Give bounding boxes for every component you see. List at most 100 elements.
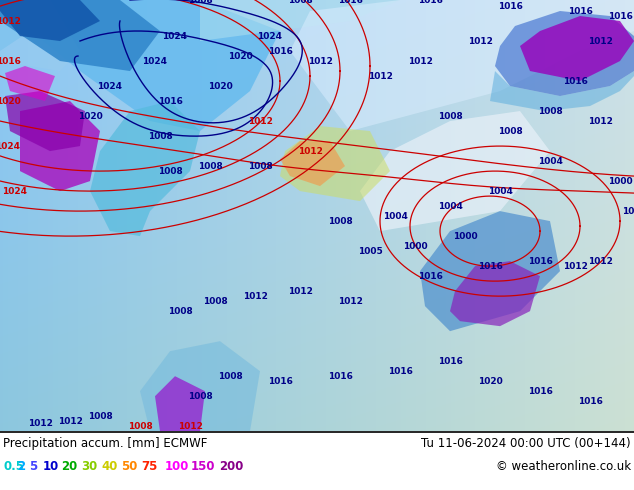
Text: 1008: 1008 [198, 162, 223, 171]
Text: 1012: 1012 [408, 56, 432, 66]
Polygon shape [5, 91, 85, 151]
Polygon shape [20, 101, 100, 191]
Text: 1012: 1012 [247, 117, 273, 125]
Text: 50: 50 [121, 460, 138, 472]
Text: 1024: 1024 [143, 56, 167, 66]
Text: 1016: 1016 [477, 262, 502, 270]
Text: 1012: 1012 [368, 72, 392, 80]
Text: 1008: 1008 [87, 412, 112, 421]
Text: 1012: 1012 [588, 117, 612, 125]
Text: 1012: 1012 [178, 422, 202, 431]
Text: 1024: 1024 [3, 187, 27, 196]
Text: 1012: 1012 [27, 418, 53, 428]
Polygon shape [420, 211, 560, 331]
Text: 1016: 1016 [527, 257, 552, 266]
Polygon shape [0, 0, 100, 41]
Text: 1016: 1016 [578, 397, 602, 406]
Polygon shape [200, 0, 400, 41]
Polygon shape [290, 0, 634, 131]
Text: 1008: 1008 [158, 167, 183, 175]
Text: 1008: 1008 [127, 422, 152, 431]
Text: 1000: 1000 [453, 232, 477, 241]
Polygon shape [0, 0, 160, 71]
Text: 1008: 1008 [328, 217, 353, 225]
Text: 1008: 1008 [167, 307, 192, 316]
Polygon shape [5, 66, 55, 101]
Text: 1024: 1024 [98, 81, 122, 91]
Text: 30: 30 [81, 460, 97, 472]
Text: 1004: 1004 [382, 212, 408, 220]
Polygon shape [140, 341, 260, 431]
Text: 1016: 1016 [328, 372, 353, 381]
Text: 1012: 1012 [58, 416, 82, 426]
Text: 1020: 1020 [207, 81, 233, 91]
Text: 1016: 1016 [387, 367, 413, 376]
Polygon shape [280, 126, 390, 201]
Polygon shape [0, 0, 280, 131]
Text: 2: 2 [17, 460, 25, 472]
Text: 1016: 1016 [158, 97, 183, 105]
Text: 1016: 1016 [268, 47, 292, 55]
Text: 1008: 1008 [203, 296, 228, 306]
Text: 1004: 1004 [538, 157, 562, 166]
Text: 1008: 1008 [188, 392, 212, 401]
Text: 1004: 1004 [437, 201, 462, 211]
Text: 1020: 1020 [477, 377, 502, 386]
Text: 1012: 1012 [0, 17, 20, 25]
Text: 1016: 1016 [268, 377, 292, 386]
Text: 1008: 1008 [437, 112, 462, 121]
Text: 1012: 1012 [588, 37, 612, 46]
Text: 1005: 1005 [358, 246, 382, 256]
Text: 1020: 1020 [228, 51, 252, 61]
Text: 1024: 1024 [0, 142, 20, 150]
Text: 200: 200 [219, 460, 243, 472]
Text: 1012: 1012 [307, 56, 332, 66]
Text: 1016: 1016 [0, 56, 20, 66]
Text: 1016: 1016 [527, 387, 552, 396]
Text: 1012: 1012 [297, 147, 323, 155]
Text: 1004: 1004 [488, 187, 512, 196]
Text: 1012: 1012 [562, 262, 588, 270]
Text: 1020: 1020 [77, 112, 102, 121]
Text: 75: 75 [141, 460, 157, 472]
Text: 1012: 1012 [337, 296, 363, 306]
Text: Precipitation accum. [mm] ECMWF: Precipitation accum. [mm] ECMWF [3, 437, 207, 450]
Text: Tu 11-06-2024 00:00 UTC (00+144): Tu 11-06-2024 00:00 UTC (00+144) [422, 437, 631, 450]
Text: 1016: 1016 [567, 6, 592, 16]
Text: 1012: 1012 [467, 37, 493, 46]
Text: 10: 10 [43, 460, 59, 472]
Polygon shape [360, 111, 550, 231]
Text: 1008: 1008 [217, 372, 242, 381]
Text: 1024: 1024 [162, 31, 188, 41]
Text: 40: 40 [101, 460, 117, 472]
Polygon shape [280, 141, 345, 186]
Text: 1016: 1016 [607, 11, 633, 21]
Polygon shape [155, 376, 205, 431]
Text: 1000: 1000 [607, 176, 632, 186]
Text: 1016: 1016 [498, 1, 522, 10]
Text: 1016: 1016 [437, 357, 462, 366]
Polygon shape [495, 11, 634, 96]
Text: 1016: 1016 [562, 76, 588, 86]
Polygon shape [520, 16, 634, 81]
Polygon shape [0, 0, 80, 71]
Text: 1016: 1016 [418, 271, 443, 281]
Text: 1008: 1008 [188, 0, 212, 4]
Text: 1000: 1000 [403, 242, 427, 250]
Text: 1000: 1000 [622, 207, 634, 216]
Text: 1008: 1008 [248, 162, 273, 171]
Text: 1008: 1008 [538, 106, 562, 116]
Text: 1012: 1012 [288, 287, 313, 295]
Polygon shape [490, 71, 634, 111]
Text: 20: 20 [61, 460, 77, 472]
Text: 1024: 1024 [257, 31, 283, 41]
Text: 1016: 1016 [337, 0, 363, 4]
Text: 150: 150 [191, 460, 216, 472]
Text: 1016: 1016 [418, 0, 443, 4]
Text: 0.5: 0.5 [3, 460, 24, 472]
Polygon shape [450, 261, 540, 326]
Text: 1008: 1008 [288, 0, 313, 4]
Text: 1020: 1020 [0, 97, 20, 105]
Text: 5: 5 [29, 460, 37, 472]
Text: 1012: 1012 [243, 292, 268, 301]
